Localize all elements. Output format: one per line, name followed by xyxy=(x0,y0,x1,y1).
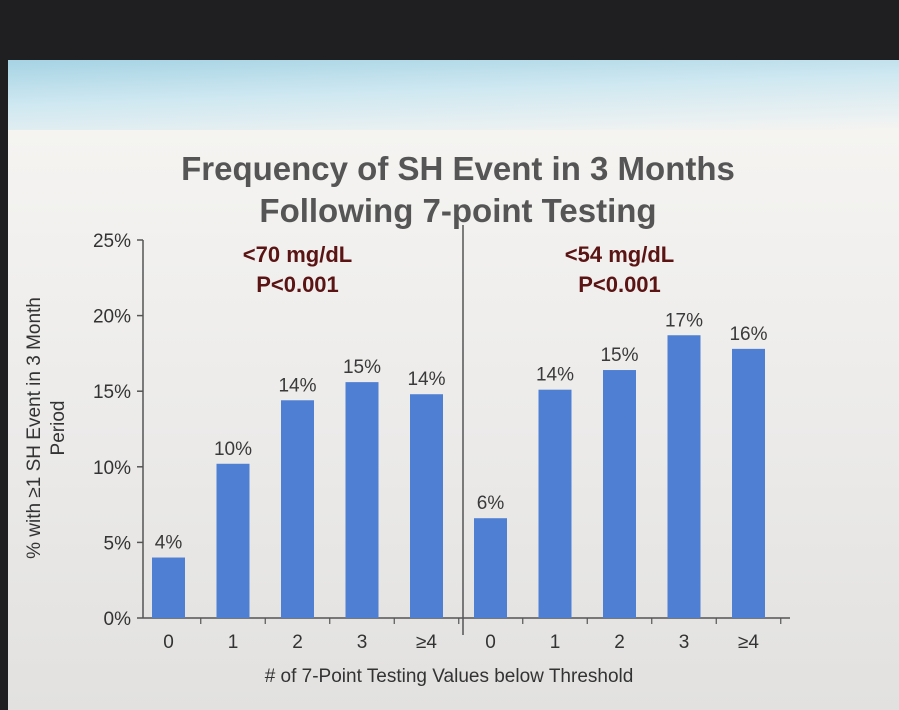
bar xyxy=(667,335,701,618)
bar xyxy=(152,557,185,618)
x-tick-label: 0 xyxy=(163,632,174,653)
decorative-header-band xyxy=(8,60,899,130)
x-tick-label: 3 xyxy=(679,632,690,653)
bar xyxy=(281,400,314,618)
data-label: 15% xyxy=(600,345,638,366)
y-tick-label: 25% xyxy=(93,231,131,252)
x-tick-label: 1 xyxy=(550,632,561,653)
y-axis-title-line-1: % with ≥1 SH Event in 3 Month xyxy=(24,297,45,559)
bar xyxy=(216,463,250,618)
x-tick-label: ≥4 xyxy=(738,632,759,653)
y-tick-label: 5% xyxy=(104,533,132,554)
x-tick-label: 0 xyxy=(485,632,496,653)
bar xyxy=(732,348,765,618)
p-value-label: P<0.001 xyxy=(256,272,339,297)
data-label: 17% xyxy=(665,310,703,331)
y-tick-label: 10% xyxy=(93,458,131,479)
y-axis-title-line-2: Period xyxy=(48,401,69,456)
chart-labels: 0% 5% 10% 15% 20% 25% <70 mg/dL P<0.001 4% 0 10% 1 1… xyxy=(93,231,768,653)
threshold-label: <54 mg/dL xyxy=(565,242,674,267)
data-label: 14% xyxy=(407,369,445,390)
x-tick-label: 1 xyxy=(228,632,239,653)
x-tick-label: 2 xyxy=(292,632,303,653)
data-label: 6% xyxy=(477,493,505,514)
data-label: 4% xyxy=(155,533,183,554)
x-tick-label: 2 xyxy=(614,632,625,653)
data-label: 10% xyxy=(214,439,252,460)
chart-title: Frequency of SH Event in 3 Months Follow… xyxy=(78,148,838,232)
data-label: 14% xyxy=(536,365,574,386)
data-label: 15% xyxy=(343,357,381,378)
x-tick-label: 3 xyxy=(357,632,368,653)
threshold-label: <70 mg/dL xyxy=(243,242,352,267)
bar xyxy=(603,370,636,618)
data-label: 16% xyxy=(729,324,767,345)
y-tick-label: 20% xyxy=(93,307,131,328)
data-label: 14% xyxy=(278,375,316,396)
title-line-2: Following 7-point Testing xyxy=(259,192,657,229)
x-tick-label: ≥4 xyxy=(416,632,437,653)
p-value-label: P<0.001 xyxy=(578,272,661,297)
y-tick-label: 15% xyxy=(93,382,131,403)
chart-bars xyxy=(152,335,765,618)
bar xyxy=(410,394,443,618)
x-axis-title: # of 7-Point Testing Values below Thresh… xyxy=(265,666,634,687)
bar xyxy=(538,389,572,618)
y-tick-label: 0% xyxy=(104,609,132,630)
bar xyxy=(474,518,507,618)
bar xyxy=(345,382,379,618)
title-line-1: Frequency of SH Event in 3 Months xyxy=(181,150,735,187)
